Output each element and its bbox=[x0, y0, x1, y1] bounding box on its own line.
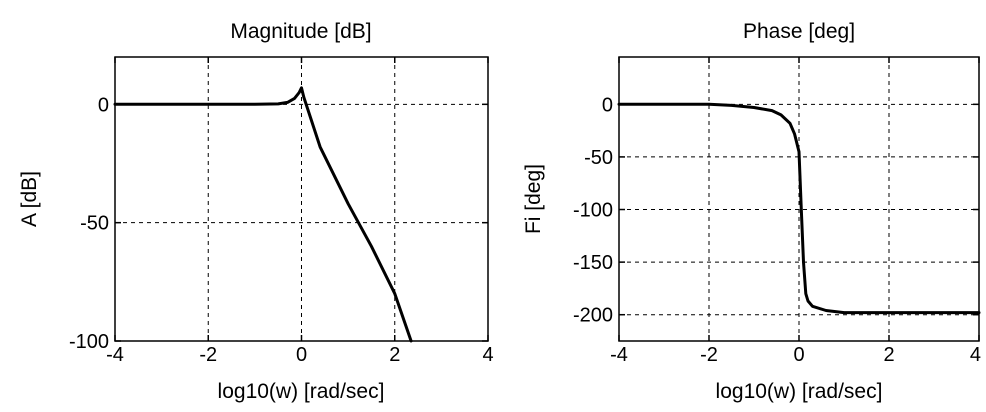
phase-y-tick-label: -150 bbox=[573, 252, 613, 274]
phase-y-tick-label: -50 bbox=[584, 147, 613, 169]
magnitude-x-tick-label: 0 bbox=[296, 344, 307, 366]
phase-x-tick-label: -4 bbox=[610, 344, 628, 366]
magnitude-y-axis-label: A [dB] bbox=[18, 171, 41, 227]
magnitude-x-tick-label: -2 bbox=[199, 344, 217, 366]
phase-x-axis-label: log10(w) [rad/sec] bbox=[716, 380, 883, 403]
magnitude-plot: Magnitude [dB] -4 -2 0 2 4 0 -50 -100 log10(w) … bbox=[18, 20, 494, 403]
phase-x-tick-label: 4 bbox=[970, 344, 981, 366]
magnitude-x-tick-label: -4 bbox=[106, 344, 124, 366]
phase-y-axis-label: Fi [deg] bbox=[522, 164, 545, 234]
magnitude-title: Magnitude [dB] bbox=[230, 20, 371, 43]
phase-series-line bbox=[617, 102, 981, 315]
magnitude-series-line bbox=[113, 86, 413, 343]
phase-x-tick-label: 0 bbox=[793, 344, 804, 366]
phase-x-tick-label: 2 bbox=[883, 344, 894, 366]
phase-y-tick-label: 0 bbox=[602, 94, 613, 116]
phase-y-tick-label: -100 bbox=[573, 200, 613, 222]
magnitude-x-tick-label: 4 bbox=[482, 344, 493, 366]
magnitude-y-tick-label: -50 bbox=[80, 213, 109, 235]
phase-plot: Phase [deg] -4 -2 0 2 4 0 -50 -100 -150 -200 log1… bbox=[522, 20, 981, 403]
magnitude-y-tick-label: 0 bbox=[98, 94, 109, 116]
magnitude-x-tick-label: 2 bbox=[389, 344, 400, 366]
phase-title: Phase [deg] bbox=[743, 20, 855, 43]
magnitude-x-axis-label: log10(w) [rad/sec] bbox=[218, 380, 385, 403]
phase-x-tick-label: -2 bbox=[700, 344, 718, 366]
phase-y-tick-label: -200 bbox=[573, 305, 613, 327]
magnitude-y-tick-label: -100 bbox=[69, 331, 109, 353]
